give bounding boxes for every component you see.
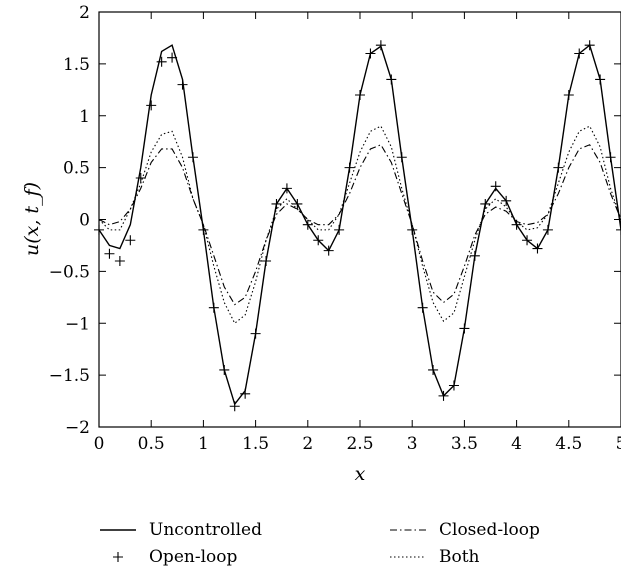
point-open-loop [386,74,397,85]
x-tick-label: 0.5 [138,434,165,454]
point-open-loop [302,219,313,230]
point-open-loop [261,256,272,266]
point-open-loop [292,198,303,209]
point-open-loop [167,52,178,63]
point-open-loop [104,248,115,259]
point-open-loop [146,100,157,111]
point-open-loop [438,390,449,401]
plot-series [94,40,621,412]
point-open-loop [365,48,376,59]
x-tick-label: 3 [407,434,418,454]
legend-label: Both [439,547,480,567]
plot-frame [98,11,621,428]
point-open-loop [375,40,386,51]
point-open-loop [532,243,543,254]
legend-swatch [113,552,123,562]
point-open-loop [448,380,459,391]
point-open-loop [344,162,355,173]
x-tick-label: 1 [198,434,209,454]
point-open-loop [281,183,292,194]
y-axis-label: u(x, t_f) [21,182,43,256]
point-open-loop [417,302,428,313]
point-open-loop [187,152,198,163]
point-open-loop [355,90,365,100]
point-open-loop [501,195,512,206]
series-line-closed-loop [98,144,621,306]
point-open-loop [574,48,585,59]
point-open-loop [135,173,146,183]
legend: Uncontrolled Open-loop Closed-loop Both [100,520,540,567]
point-open-loop [522,235,533,246]
series-open-loop [94,40,621,412]
legend-item-open-loop: Open-loop [113,547,237,567]
point-open-loop [584,40,595,51]
x-tick-label: 5 [616,434,621,454]
x-tick-label: 4.5 [555,434,582,454]
point-open-loop [229,401,240,412]
point-open-loop [616,224,621,235]
point-open-loop [542,224,553,235]
legend-label: Open-loop [149,547,237,567]
point-open-loop [177,79,188,90]
point-open-loop [313,235,324,246]
point-open-loop [208,302,219,313]
x-tick-label: 2 [302,434,313,454]
point-open-loop [396,152,407,163]
legend-item-uncontrolled: Uncontrolled [100,520,262,540]
x-tick-label: 1.5 [242,434,269,454]
point-open-loop [428,364,439,375]
point-open-loop [271,198,282,209]
point-open-loop [490,181,501,192]
y-tick-label: −0.5 [49,262,90,282]
legend-label: Closed-loop [439,520,540,540]
point-open-loop [553,162,564,173]
y-tick-label: −1 [65,314,90,334]
point-open-loop [156,56,167,67]
legend-item-closed-loop: Closed-loop [390,520,540,540]
point-open-loop [323,245,334,256]
legend-item-both: Both [390,547,480,567]
y-axis-ticks: 2 1.5 1 0.5 0 −0.5 −1 −1.5 −2 [49,3,621,438]
point-open-loop [240,388,251,399]
point-open-loop [125,235,136,246]
y-tick-label: −1.5 [49,366,90,386]
x-tick-label: 3.5 [451,434,478,454]
y-tick-label: 0 [79,211,90,231]
y-tick-label: 1.5 [63,55,90,75]
y-tick-label: 1 [79,107,90,127]
y-tick-label: 0.5 [63,159,90,179]
point-open-loop [605,152,616,163]
point-open-loop [459,323,470,334]
y-tick-label: 2 [79,3,90,23]
x-axis-ticks: 0 0.5 1 1.5 2 2.5 3 3.5 4 4.5 5 [94,12,621,454]
y-tick-label: −2 [65,418,90,438]
point-open-loop [219,364,230,375]
series-line-both [98,125,621,325]
point-open-loop [114,256,125,266]
point-open-loop [480,198,491,209]
point-open-loop [563,90,574,100]
x-tick-label: 0 [94,434,105,454]
point-open-loop [250,328,261,339]
x-tick-label: 2.5 [346,434,373,454]
x-axis-label: x [355,463,366,485]
x-tick-label: 4 [511,434,522,454]
point-open-loop [334,224,345,235]
point-open-loop [595,74,606,85]
point-open-loop [469,250,480,261]
legend-label: Uncontrolled [149,520,262,540]
